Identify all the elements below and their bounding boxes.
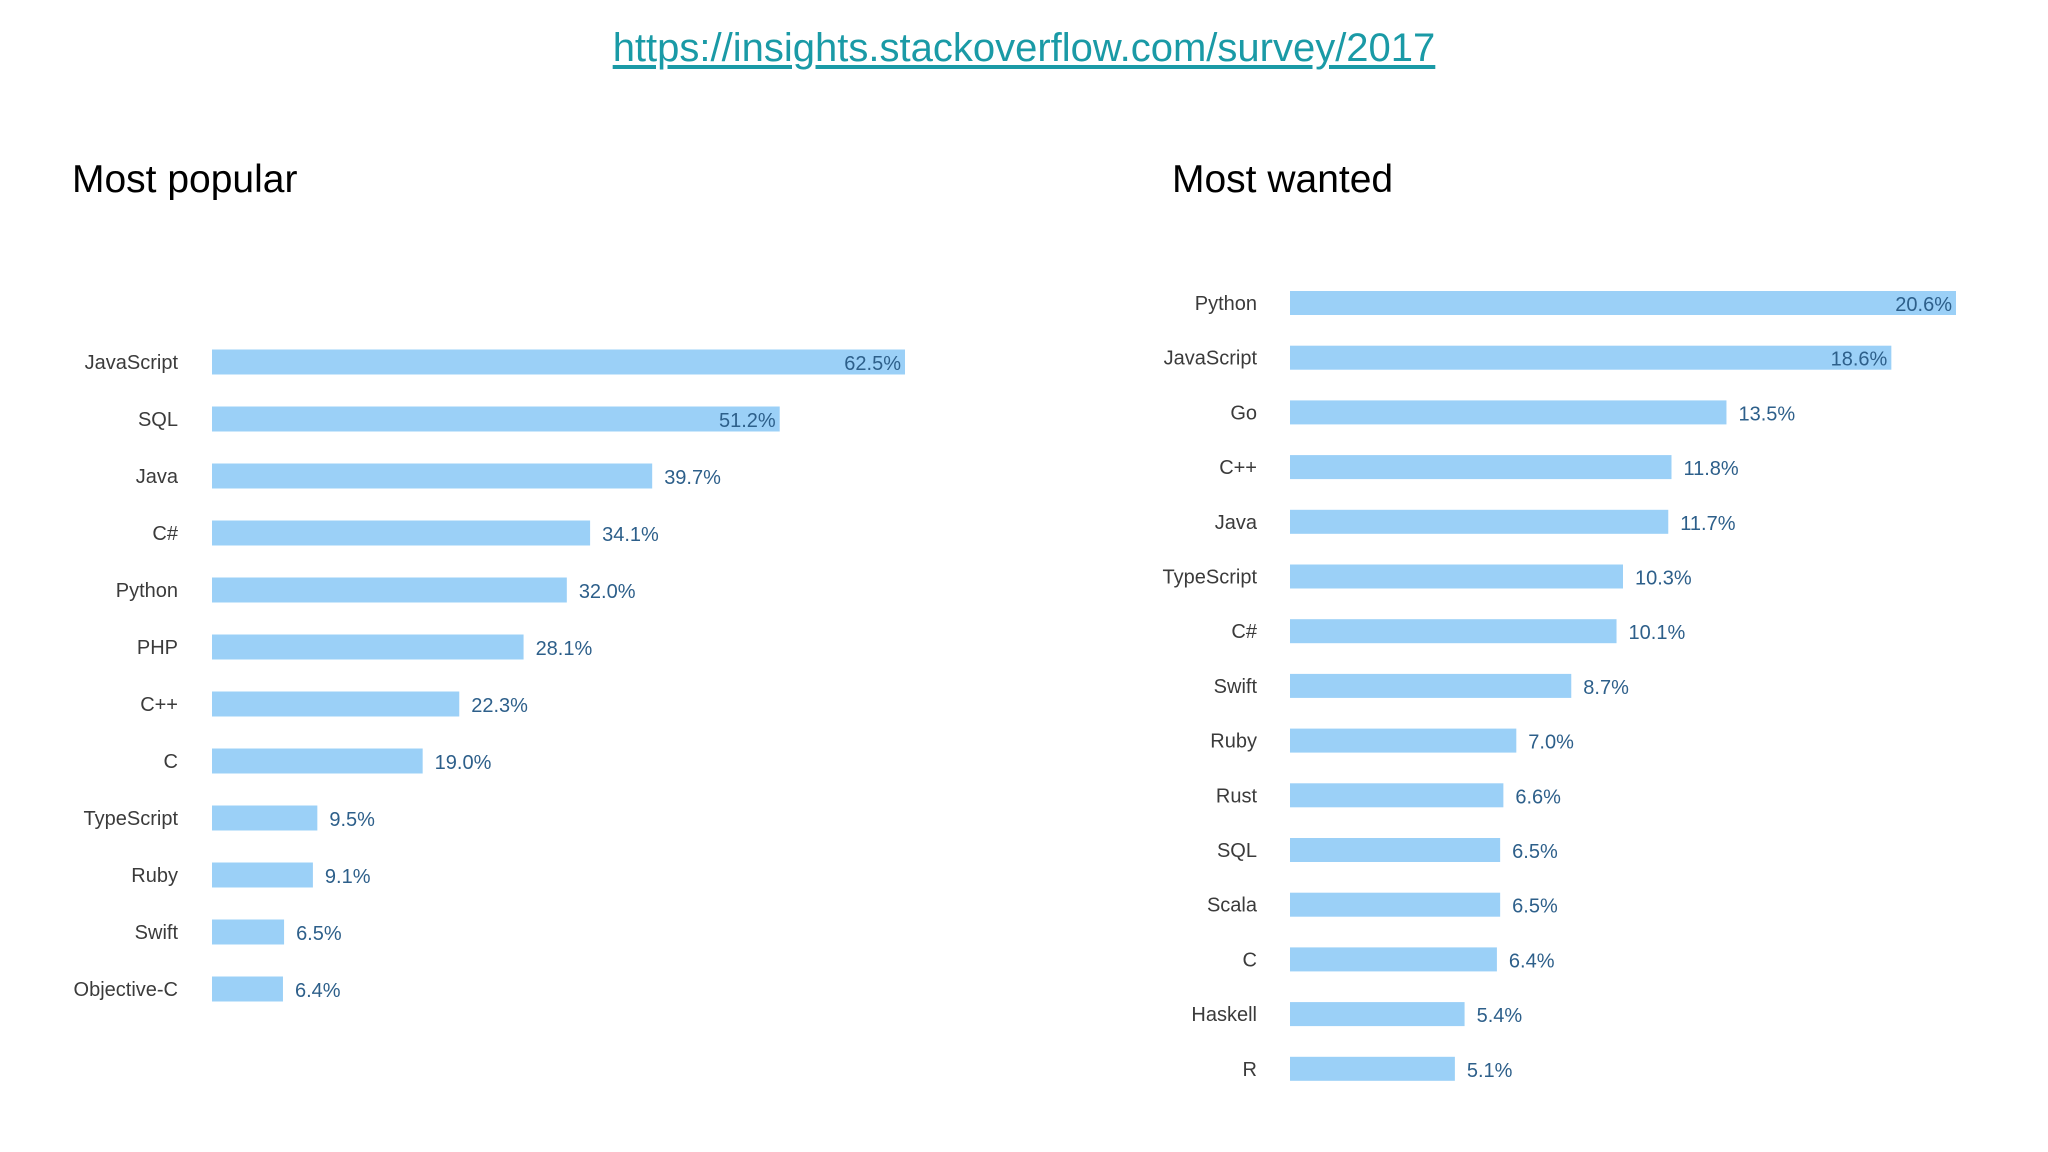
survey-link[interactable]: https://insights.stackoverflow.com/surve… (612, 26, 1436, 70)
category-label: Scala (1207, 895, 1258, 917)
value-label: 28.1% (536, 638, 593, 660)
category-label: R (1243, 1059, 1257, 1081)
category-label: Rust (1216, 785, 1258, 807)
value-label: 10.1% (1629, 622, 1686, 644)
bar (212, 406, 780, 432)
category-label: JavaScript (1164, 348, 1258, 370)
value-label: 6.5% (296, 923, 342, 945)
value-label: 6.4% (1509, 950, 1555, 972)
category-label: SQL (138, 409, 178, 431)
bar (1290, 783, 1504, 808)
value-label: 18.6% (1831, 349, 1888, 371)
value-label: 20.6% (1895, 294, 1952, 316)
most-popular-chart: JavaScript 62.5% SQL 51.2% Java 39.7% C# 34.1% P… (74, 349, 905, 1002)
category-label: Python (116, 580, 178, 602)
bar (1290, 291, 1956, 315)
value-label: 22.3% (471, 695, 528, 717)
bar (212, 748, 423, 774)
value-label: 9.1% (325, 866, 371, 888)
category-label: Haskell (1191, 1004, 1257, 1026)
bar (1290, 564, 1623, 589)
value-label: 11.8% (1683, 458, 1738, 480)
value-label: 9.5% (329, 809, 375, 831)
category-label: Python (1195, 293, 1257, 315)
bar (1290, 838, 1501, 862)
bar (212, 577, 567, 603)
category-label: JavaScript (85, 352, 179, 374)
bar (1290, 400, 1727, 425)
category-label: Ruby (131, 865, 178, 887)
bar (1290, 1002, 1465, 1027)
value-label: 5.4% (1477, 1005, 1523, 1027)
category-label: Ruby (1210, 731, 1257, 753)
value-label: 8.7% (1583, 677, 1629, 699)
value-label: 10.3% (1635, 568, 1692, 590)
category-label: Objective-C (74, 979, 178, 1001)
bar (1290, 509, 1669, 534)
chart-title-most-wanted: Most wanted (1172, 158, 1394, 201)
bar (212, 520, 591, 546)
value-label: 19.0% (435, 752, 492, 774)
value-label: 39.7% (664, 467, 721, 489)
category-label: TypeScript (84, 808, 179, 830)
value-label: 6.5% (1512, 841, 1558, 863)
category-label: C (1243, 949, 1257, 971)
category-label: Java (136, 466, 179, 488)
bar (1290, 728, 1517, 753)
bar (1290, 1056, 1455, 1081)
bar (1290, 947, 1497, 972)
bar (212, 805, 318, 831)
value-label: 11.7% (1680, 513, 1735, 535)
value-label: 62.5% (844, 353, 901, 375)
chart-title-most-popular: Most popular (72, 158, 298, 201)
bar (212, 691, 460, 717)
bar (1290, 619, 1617, 644)
value-label: 6.6% (1515, 786, 1561, 808)
value-label: 5.1% (1467, 1060, 1513, 1082)
bar (1290, 892, 1501, 917)
category-label: C++ (1219, 457, 1257, 479)
value-label: 34.1% (602, 524, 659, 546)
category-label: PHP (137, 637, 178, 659)
category-label: C# (1231, 621, 1257, 643)
bar (212, 349, 905, 375)
category-label: SQL (1217, 840, 1257, 862)
bar (1290, 673, 1572, 698)
value-label: 7.0% (1528, 732, 1574, 754)
category-label: C# (152, 523, 178, 545)
bar (212, 976, 283, 1002)
value-label: 6.4% (295, 980, 341, 1002)
category-label: C (164, 751, 178, 773)
bar (212, 463, 653, 489)
bar (1290, 345, 1892, 370)
category-label: Swift (1214, 676, 1258, 698)
category-label: Swift (135, 922, 179, 944)
value-label: 32.0% (579, 581, 636, 603)
bar (212, 862, 313, 888)
category-label: TypeScript (1163, 567, 1258, 589)
category-label: C++ (140, 694, 178, 716)
category-label: Go (1230, 402, 1257, 424)
category-label: Java (1215, 512, 1258, 534)
bar (212, 634, 524, 660)
value-label: 6.5% (1512, 896, 1558, 918)
bar (212, 919, 285, 945)
bar (1290, 455, 1672, 480)
value-label: 51.2% (719, 410, 776, 432)
value-label: 13.5% (1738, 403, 1795, 425)
